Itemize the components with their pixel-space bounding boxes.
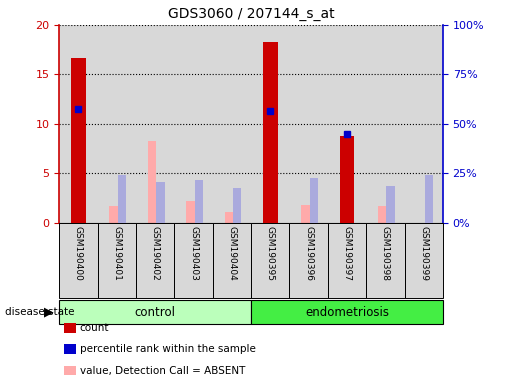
Bar [233, 188, 242, 223]
Text: GSM190399: GSM190399 [419, 227, 428, 281]
Bar [328, 223, 366, 298]
Bar [404, 223, 443, 298]
Bar [310, 178, 318, 223]
Text: disease state: disease state [5, 307, 75, 317]
Bar [59, 25, 98, 223]
Bar [340, 136, 354, 223]
Bar [378, 206, 386, 223]
Title: GDS3060 / 207144_s_at: GDS3060 / 207144_s_at [168, 7, 334, 21]
Bar [148, 141, 156, 223]
Bar [156, 182, 165, 223]
Bar [289, 25, 328, 223]
Bar [110, 206, 118, 223]
Bar [386, 186, 395, 223]
Bar [301, 205, 310, 223]
Bar [98, 223, 136, 298]
Text: GSM190401: GSM190401 [112, 227, 121, 281]
Text: GSM190396: GSM190396 [304, 227, 313, 281]
Bar [404, 25, 443, 223]
Bar [425, 175, 433, 223]
Text: ▶: ▶ [44, 306, 54, 318]
Bar [118, 175, 126, 223]
Bar [289, 223, 328, 298]
Text: percentile rank within the sample: percentile rank within the sample [80, 344, 256, 354]
Bar [136, 25, 174, 223]
Bar [366, 223, 405, 298]
Bar [136, 223, 174, 298]
Bar [263, 42, 278, 223]
Bar [213, 25, 251, 223]
Text: GSM190402: GSM190402 [151, 227, 160, 281]
Bar [186, 201, 195, 223]
Bar [328, 25, 366, 223]
Text: count: count [80, 323, 109, 333]
Bar [251, 223, 289, 298]
Text: control: control [134, 306, 176, 318]
Text: GSM190403: GSM190403 [189, 227, 198, 281]
Bar [71, 58, 85, 223]
Bar [59, 223, 98, 298]
Text: endometriosis: endometriosis [305, 306, 389, 318]
Bar [251, 25, 289, 223]
Bar [366, 25, 405, 223]
Bar [174, 223, 213, 298]
Text: GSM190397: GSM190397 [342, 227, 351, 281]
Text: value, Detection Call = ABSENT: value, Detection Call = ABSENT [80, 366, 245, 376]
Bar [59, 300, 251, 324]
Text: GSM190400: GSM190400 [74, 227, 83, 281]
Bar [174, 25, 213, 223]
Text: GSM190404: GSM190404 [228, 227, 236, 281]
Bar [251, 300, 443, 324]
Bar [225, 212, 233, 223]
Bar [98, 25, 136, 223]
Text: GSM190398: GSM190398 [381, 227, 390, 281]
Text: GSM190395: GSM190395 [266, 227, 274, 281]
Bar [195, 180, 203, 223]
Bar [213, 223, 251, 298]
